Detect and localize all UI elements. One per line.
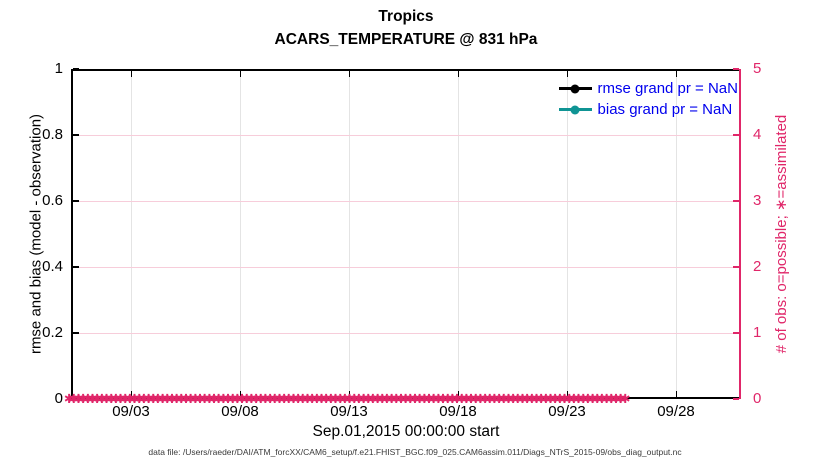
y-tick-left [73, 398, 79, 400]
y-tick-label-right: 5 [753, 60, 762, 77]
bias-line-sample [558, 105, 592, 114]
gridline-x [458, 69, 459, 399]
x-tick-top [457, 71, 459, 77]
obs-count-markers: ✱✱✱✱✱✱✱✱✱✱✱✱✱✱✱✱✱✱✱✱✱✱✱✱✱✱✱✱✱✱✱✱✱✱✱✱✱✱✱✱… [64, 393, 631, 406]
y-tick-right [733, 398, 739, 400]
x-tick-label: 09/23 [548, 403, 586, 420]
y-tick-label-left: 0.8 [42, 126, 63, 143]
x-tick-label: 09/08 [221, 403, 259, 420]
y-tick-right [733, 200, 739, 202]
x-tick-bottom [675, 391, 677, 397]
x-tick-bottom [239, 391, 241, 397]
y-tick-right [733, 68, 739, 70]
y-tick-label-left: 1 [54, 60, 63, 77]
plot-area: 09/03 09/08 09/13 09/18 09/23 09/28 0 0.2 0.4 0.6… [42, 60, 761, 420]
gridline-x [131, 69, 132, 399]
gridline-y [71, 201, 741, 202]
rmse-marker-dot [570, 84, 580, 93]
gridline-x [676, 69, 677, 399]
legend-label-bias: bias grand pr = NaN [597, 101, 733, 118]
y-tick-left [73, 68, 79, 70]
x-tick-bottom [566, 391, 568, 397]
legend-entry-bias: bias grand pr = NaN [558, 99, 738, 120]
y-axis-label-right: # of obs: o=possible; ∗=assimilated [773, 114, 790, 354]
y-tick-left [73, 134, 79, 136]
axis-spine-right [739, 69, 741, 399]
x-axis-label: Sep.01,2015 00:00:00 start [312, 423, 500, 440]
gridline-x [349, 69, 350, 399]
y-tick-right [733, 266, 739, 268]
x-tick-bottom [348, 391, 350, 397]
y-tick-label-left: 0.4 [42, 258, 63, 275]
legend: rmse grand pr = NaN bias grand pr = NaN [558, 78, 738, 120]
x-tick-label: 09/03 [112, 403, 150, 420]
y-tick-label-right: 4 [753, 126, 762, 143]
x-tick-bottom [130, 391, 132, 397]
axis-spine-bottom [71, 397, 741, 399]
x-tick-label: 09/18 [439, 403, 477, 420]
data-file-caption: data file: /Users/raeder/DAI/ATM_forcXX/… [148, 447, 682, 457]
bias-marker-dot [570, 105, 580, 114]
gridline-x [240, 69, 241, 399]
x-tick-top [566, 71, 568, 77]
y-tick-left [73, 200, 79, 202]
y-tick-label-left: 0.6 [42, 192, 63, 209]
axis-spine-left [71, 69, 73, 399]
legend-label-rmse: rmse grand pr = NaN [597, 80, 738, 97]
x-tick-top [239, 71, 241, 77]
gridline-y [71, 135, 741, 136]
x-tick-label: 09/28 [657, 403, 695, 420]
rmse-line-sample [558, 84, 592, 93]
y-axis-label-left: rmse and bias (model - observation) [27, 113, 45, 355]
x-tick-bottom [457, 391, 459, 397]
gridline-y [71, 333, 741, 334]
y-tick-label-right: 1 [753, 324, 762, 341]
gridline-y [71, 267, 741, 268]
gridline-x [567, 69, 568, 399]
y-tick-left [73, 332, 79, 334]
y-tick-label-left: 0.2 [42, 324, 63, 341]
chart-subtitle: ACARS_TEMPERATURE @ 831 hPa [274, 31, 538, 48]
y-tick-label-left: 0 [54, 390, 63, 407]
x-tick-top [675, 71, 677, 77]
y-tick-label-right: 2 [753, 258, 762, 275]
legend-entry-rmse: rmse grand pr = NaN [558, 78, 738, 99]
y-tick-left [73, 266, 79, 268]
chart-title: Tropics [378, 8, 434, 25]
x-tick-top [348, 71, 350, 77]
y-tick-label-right: 3 [753, 192, 762, 209]
y-tick-right [733, 134, 739, 136]
axis-spine-top [71, 69, 741, 71]
x-tick-label: 09/13 [330, 403, 368, 420]
x-tick-top [130, 71, 132, 77]
y-tick-right [733, 332, 739, 334]
y-tick-label-right: 0 [753, 390, 762, 407]
